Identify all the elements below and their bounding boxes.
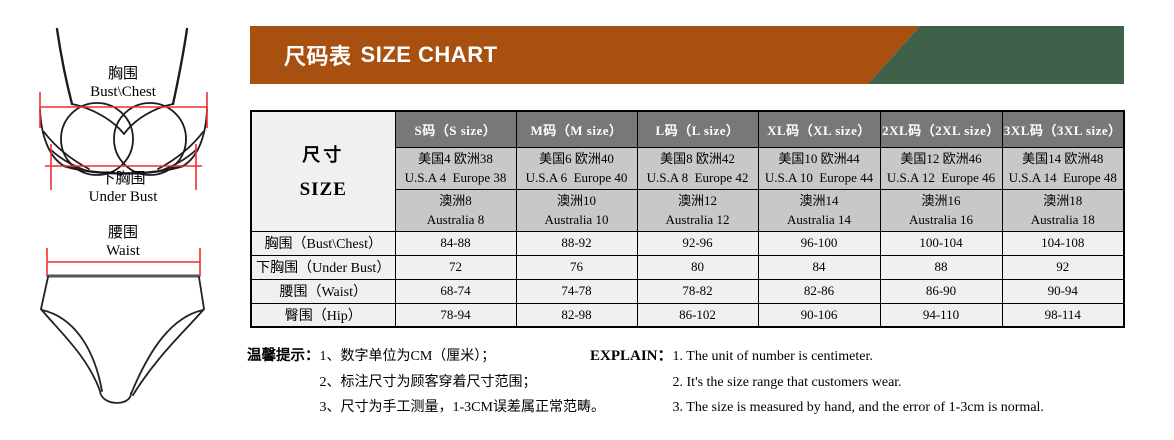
bust-measure-lines xyxy=(39,92,208,190)
note-en-item: 2. It's the size range that customers we… xyxy=(672,374,902,390)
under-bust-value: 72 xyxy=(394,254,517,280)
size-chart-table: 尺寸 SIZE S码（S size） M码（M size） L码（L size）… xyxy=(250,110,1125,328)
bust-value: 96-100 xyxy=(757,230,881,256)
waist-row-label: 腰围（Waist） xyxy=(250,278,396,304)
waist-value: 68-74 xyxy=(394,278,517,304)
hip-value: 78-94 xyxy=(394,302,517,328)
us-eu-cell: 美国8 欧洲42 U.S.A 8 Europe 42 xyxy=(636,146,759,190)
us-eu-cell: 美国10 欧洲44 U.S.A 10 Europe 44 xyxy=(757,146,881,190)
size-header-l: L码（L size） xyxy=(636,110,759,148)
us-eu-cell: 美国14 欧洲48 U.S.A 14 Europe 48 xyxy=(1001,146,1125,190)
hip-value: 82-98 xyxy=(515,302,638,328)
size-header-s: S码（S size） xyxy=(394,110,517,148)
au-cell: 澳洲14 Australia 14 xyxy=(757,188,881,232)
under-bust-value: 80 xyxy=(636,254,759,280)
corner-cell: 尺寸 SIZE xyxy=(250,110,396,232)
bust-value: 104-108 xyxy=(1001,230,1125,256)
note-zh-item: 3、尺寸为手工测量，1-3CM误差属正常范畴。 xyxy=(319,400,605,415)
panty-illustration xyxy=(40,274,205,404)
note-en-item: 1. The unit of number is centimeter. xyxy=(672,349,873,364)
au-cell: 澳洲16 Australia 16 xyxy=(879,188,1003,232)
us-eu-cell: 美国4 欧洲38 U.S.A 4 Europe 38 xyxy=(394,146,517,190)
page-title-zh: 尺码表 xyxy=(284,44,352,69)
hip-value: 98-114 xyxy=(1001,302,1125,328)
size-header-3xl: 3XL码（3XL size） xyxy=(1001,110,1125,148)
bra-under-label-en: Under Bust xyxy=(88,189,158,205)
banner-green-shape xyxy=(868,26,1124,84)
australia-row: 澳洲8 Australia 8 澳洲10 Australia 10 澳洲12 Aust… xyxy=(251,188,1125,232)
corner-label-zh: 尺寸 xyxy=(302,145,345,166)
us-eu-cell: 美国6 欧洲40 U.S.A 6 Europe 40 xyxy=(515,146,638,190)
bust-value: 100-104 xyxy=(879,230,1003,256)
waist-measure-lines xyxy=(46,248,201,276)
notes-en-items: 1. The unit of number is centimeter. 2. … xyxy=(673,344,1044,421)
panty-waist-label-en: Waist xyxy=(106,243,140,259)
title-banner: 尺码表 SIZE CHART xyxy=(250,26,1124,84)
panty-waist-label-zh: 腰围 xyxy=(107,225,138,241)
bra-under-label-zh: 下胸围 xyxy=(100,171,146,187)
bra-bust-label-zh: 胸围 xyxy=(107,66,138,82)
au-cell: 澳洲18 Australia 18 xyxy=(1001,188,1125,232)
bust-value: 84-88 xyxy=(394,230,517,256)
banner-background xyxy=(250,26,1124,84)
notes-zh-items: 1、数字单位为CM（厘米）； 2、标注尺寸为顾客穿着尺寸范围； 3、尺寸为手工测… xyxy=(320,344,605,421)
au-cell: 澳洲12 Australia 12 xyxy=(636,188,759,232)
size-header-xl: XL码（XL size） xyxy=(757,110,881,148)
note-zh-item: 1、数字单位为CM（厘米）； xyxy=(319,349,496,364)
under-bust-value: 88 xyxy=(879,254,1003,280)
waist-row: 腰围（Waist） 68-74 74-78 78-82 82-86 86-90 … xyxy=(250,278,1125,304)
waist-value: 90-94 xyxy=(1001,278,1125,304)
under-bust-value: 92 xyxy=(1001,254,1125,280)
hip-value: 94-110 xyxy=(879,302,1003,328)
au-cell: 澳洲8 Australia 8 xyxy=(394,188,517,232)
bra-illustration xyxy=(39,27,208,176)
under-bust-value: 84 xyxy=(757,254,881,280)
bust-value: 88-92 xyxy=(515,230,638,256)
waist-value: 78-82 xyxy=(636,278,759,304)
hip-value: 86-102 xyxy=(636,302,759,328)
bust-row-label: 胸围（Bust\Chest） xyxy=(250,230,396,256)
waist-value: 74-78 xyxy=(515,278,638,304)
au-cell: 澳洲10 Australia 10 xyxy=(515,188,638,232)
corner-label-en: SIZE xyxy=(299,179,347,201)
note-zh-item: 2、标注尺寸为顾客穿着尺寸范围； xyxy=(319,374,537,390)
notes-english: EXPLAIN： 1. The unit of number is centim… xyxy=(590,344,1044,421)
garment-illustrations xyxy=(39,27,208,404)
bust-row: 胸围（Bust\Chest） 84-88 88-92 92-96 96-100 … xyxy=(250,230,1125,256)
page-title-en: SIZE CHART xyxy=(360,42,498,67)
size-header-2xl: 2XL码（2XL size） xyxy=(879,110,1003,148)
hip-row: 臀围（Hip） 78-94 82-98 86-102 90-106 94-110… xyxy=(250,302,1125,328)
hip-value: 90-106 xyxy=(757,302,881,328)
waist-value: 82-86 xyxy=(757,278,881,304)
page-title: 尺码表 SIZE CHART xyxy=(284,26,498,84)
under-bust-row-label: 下胸围（Under Bust） xyxy=(250,254,396,280)
waist-value: 86-90 xyxy=(879,278,1003,304)
us-europe-row: 美国4 欧洲38 U.S.A 4 Europe 38 美国6 欧洲40 U.S.A … xyxy=(251,146,1125,190)
banner-orange-shape xyxy=(250,26,920,84)
bust-value: 92-96 xyxy=(636,230,759,256)
under-bust-value: 76 xyxy=(515,254,638,280)
notes-en-label: EXPLAIN： xyxy=(590,348,673,364)
under-bust-row: 下胸围（Under Bust） 72 76 80 84 88 92 xyxy=(250,254,1125,280)
hip-row-label: 臀围（Hip） xyxy=(250,302,396,328)
us-eu-cell: 美国12 欧洲46 U.S.A 12 Europe 46 xyxy=(879,146,1003,190)
size-header-m: M码（M size） xyxy=(515,110,638,148)
notes-zh-label: 温馨提示： xyxy=(247,348,320,364)
bra-bust-label-en: Bust\Chest xyxy=(90,84,156,100)
note-en-item: 3. The size is measured by hand, and the… xyxy=(672,400,1044,415)
notes-chinese: 温馨提示： 1、数字单位为CM（厘米）； 2、标注尺寸为顾客穿着尺寸范围； 3、… xyxy=(247,344,605,421)
